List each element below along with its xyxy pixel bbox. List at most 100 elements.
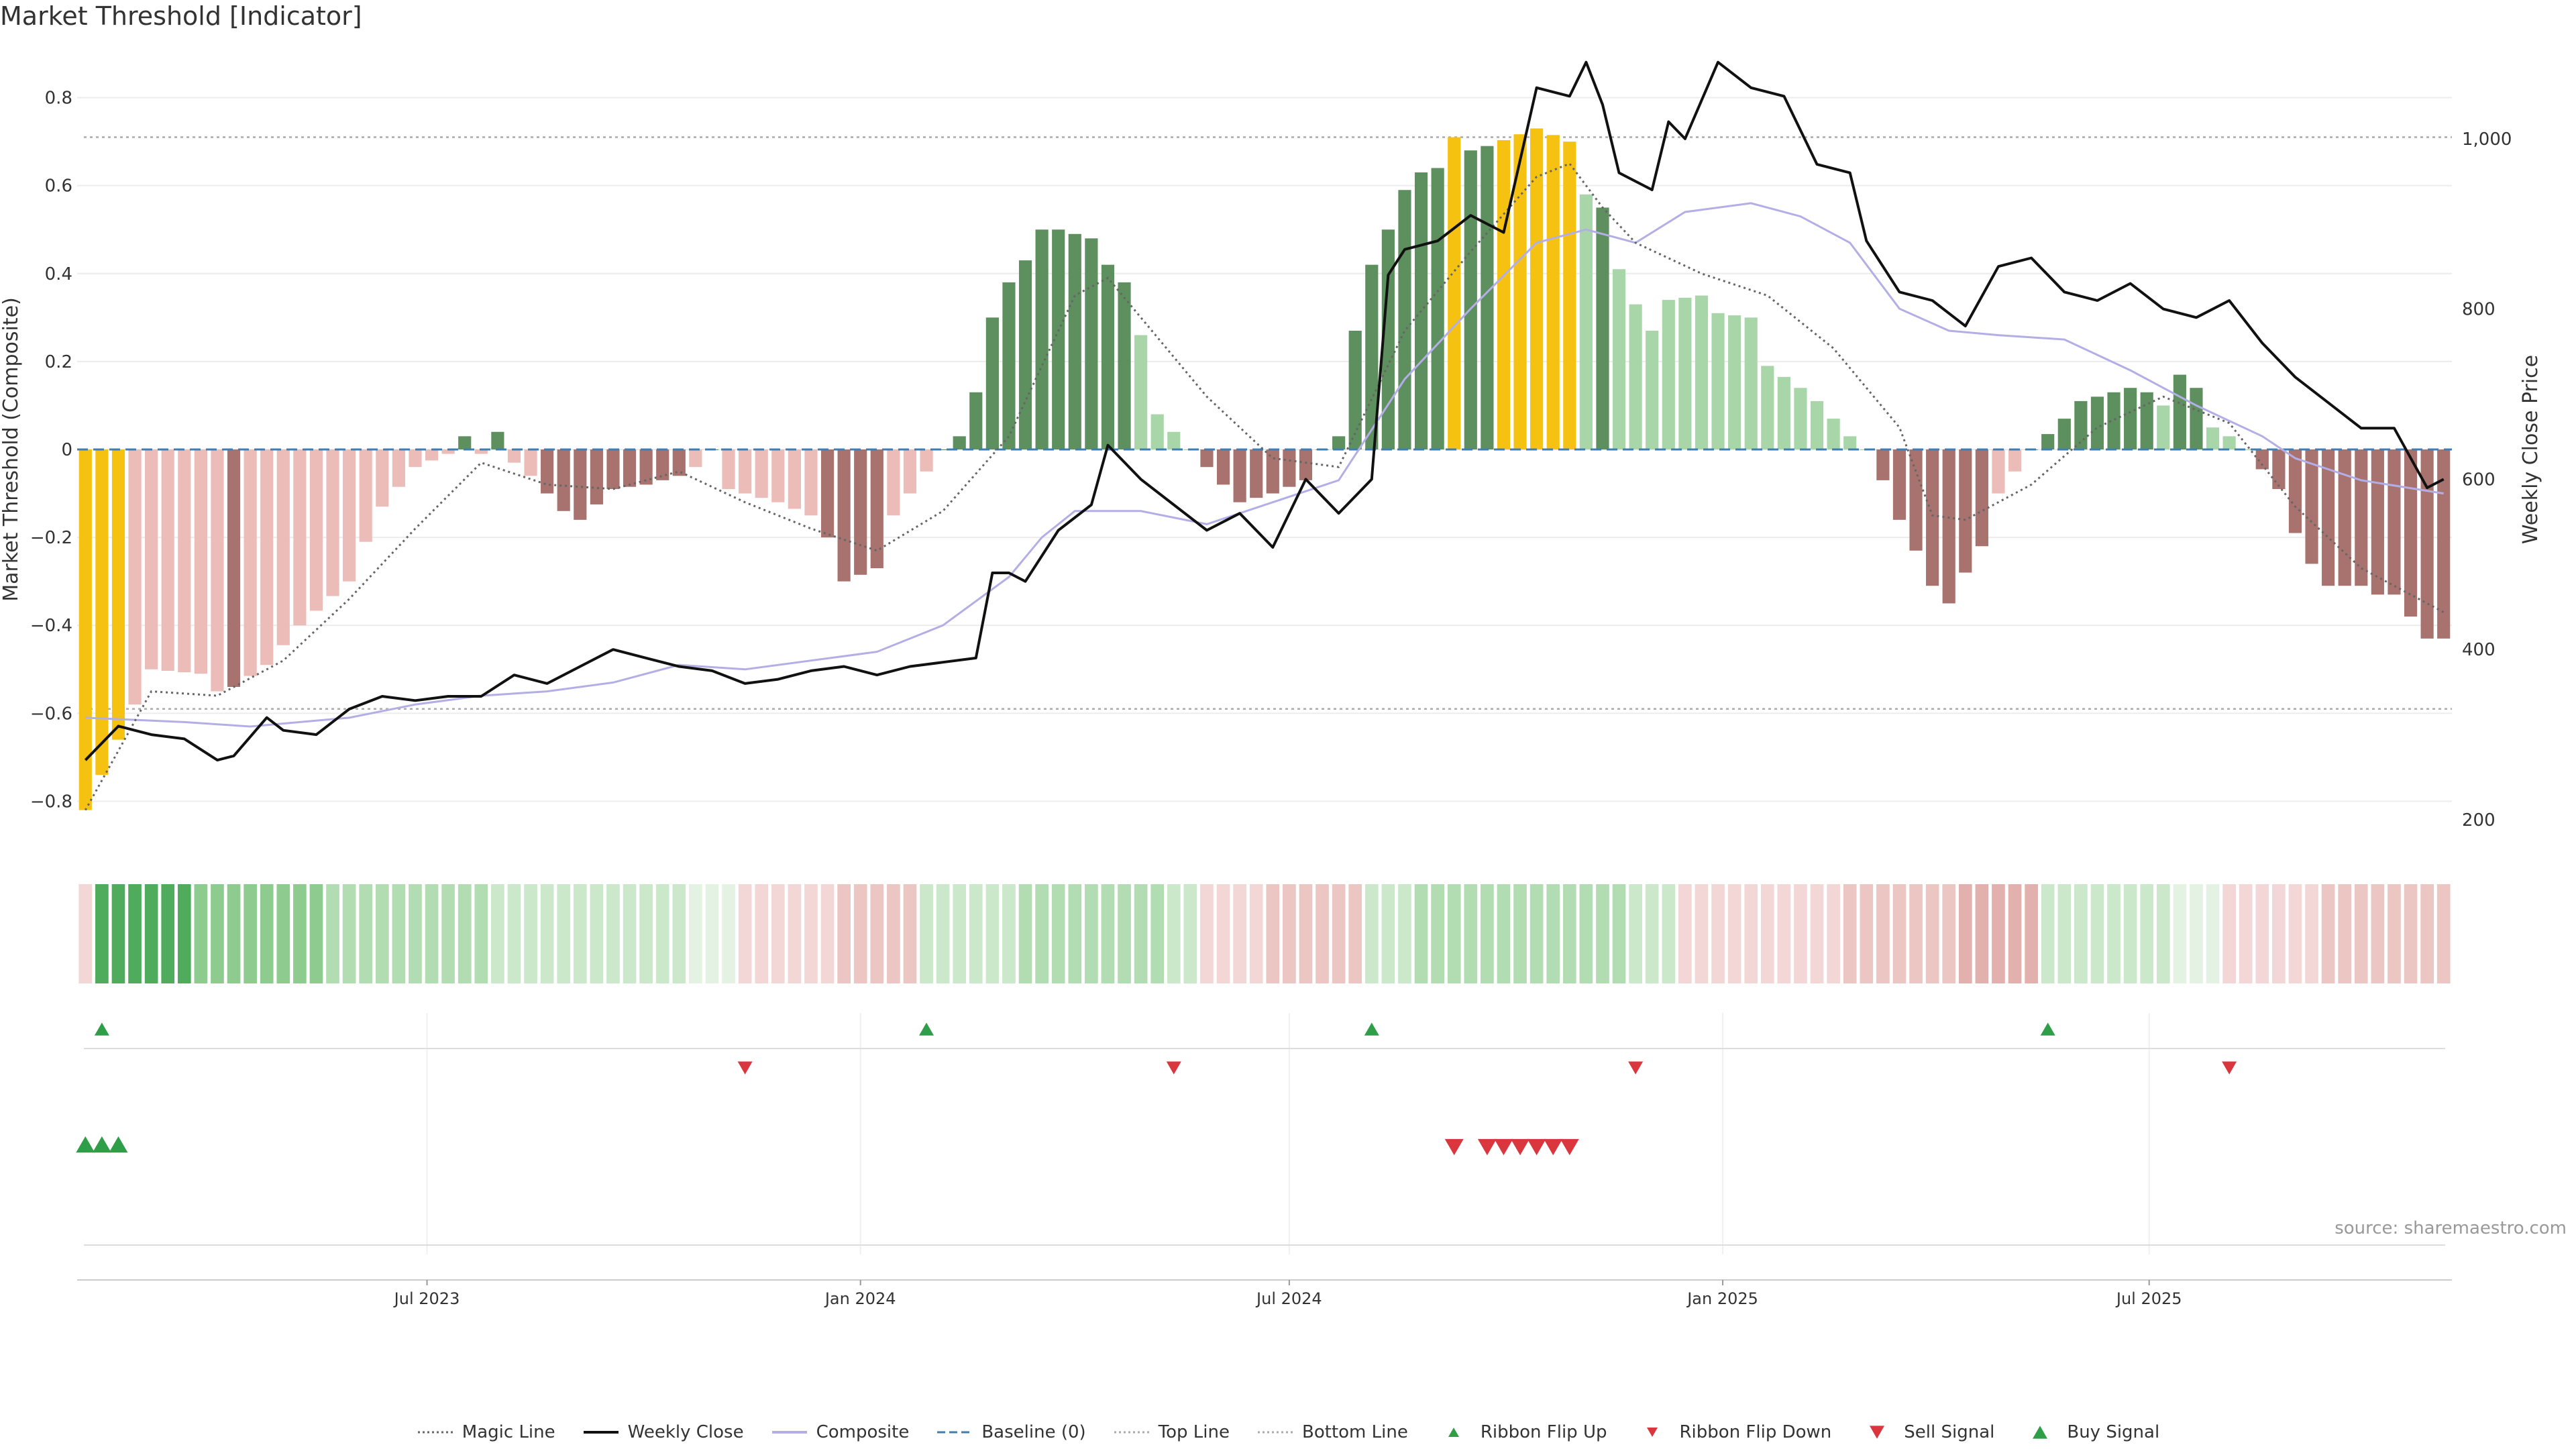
threshold-bar xyxy=(1283,449,1296,487)
legend-swatch xyxy=(1114,1431,1149,1434)
threshold-bar xyxy=(1101,264,1115,449)
ribbon-cell xyxy=(1002,884,1016,983)
ribbon-cell xyxy=(590,884,604,983)
threshold-bar xyxy=(1002,282,1016,449)
ribbon-cell xyxy=(1860,884,1874,983)
ribbon-cell xyxy=(2057,884,2072,983)
ribbon-cell xyxy=(1827,884,1840,983)
threshold-bar xyxy=(820,449,835,538)
threshold-bar xyxy=(2305,449,2318,564)
y-left-tick-label: 0 xyxy=(61,440,72,460)
threshold-bar xyxy=(2190,388,2203,449)
ribbon-cell xyxy=(326,884,339,983)
ribbon-cell xyxy=(425,884,439,983)
threshold-bar xyxy=(2404,449,2418,617)
ribbon-cell xyxy=(2321,884,2335,983)
legend-item: Baseline (0) xyxy=(936,1422,1086,1442)
threshold-bar xyxy=(2355,449,2368,586)
threshold-bar xyxy=(903,449,917,494)
ribbon-cell xyxy=(211,884,224,983)
ribbon-cell xyxy=(623,884,637,983)
legend-item: Bottom Line xyxy=(1256,1422,1408,1442)
threshold-bar xyxy=(276,449,290,645)
ribbon-cell xyxy=(409,884,422,983)
legend-item: Sell Signal xyxy=(1858,1422,1994,1442)
threshold-bar xyxy=(2124,388,2137,449)
ribbon-cell xyxy=(144,884,158,983)
ribbon-cell xyxy=(227,884,241,983)
y-left-axis-title: Market Threshold (Composite) xyxy=(0,297,23,602)
threshold-bar xyxy=(1695,295,1709,449)
y-left-tick-label: 0.4 xyxy=(45,264,72,284)
ribbon-cell xyxy=(491,884,504,983)
threshold-bar xyxy=(409,449,422,468)
ribbon-cell xyxy=(2008,884,2022,983)
threshold-bar xyxy=(2008,449,2022,472)
threshold-bar xyxy=(639,449,653,485)
threshold-bar xyxy=(1992,449,2005,494)
threshold-bar xyxy=(491,431,504,449)
ribbon-flip-up-marker xyxy=(1364,1022,1379,1036)
ribbon-flip-up-marker xyxy=(919,1022,934,1036)
threshold-bar xyxy=(1381,229,1395,449)
threshold-bar xyxy=(326,449,339,596)
ribbon-cell xyxy=(1316,884,1329,983)
threshold-bar xyxy=(2173,374,2186,449)
ribbon-cell xyxy=(1546,884,1560,983)
ribbon-flip-down-marker xyxy=(1628,1061,1644,1075)
ribbon-cell xyxy=(2255,884,2269,983)
threshold-bar xyxy=(260,449,274,665)
ribbon-cell xyxy=(2140,884,2154,983)
sell-signal-marker xyxy=(1477,1138,1497,1156)
ribbon-cell xyxy=(1035,884,1049,983)
legend-label: Baseline (0) xyxy=(981,1422,1086,1442)
threshold-bar xyxy=(1233,449,1246,502)
ribbon-cell xyxy=(689,884,702,983)
threshold-bar xyxy=(1892,449,1907,520)
ribbon-cell xyxy=(953,884,967,983)
threshold-bar xyxy=(672,449,686,476)
threshold-bar xyxy=(1332,436,1346,449)
ribbon-cell xyxy=(705,884,719,983)
sell-signal-marker xyxy=(1444,1138,1464,1156)
ribbon-cell xyxy=(1992,884,2005,983)
threshold-bar xyxy=(722,449,735,489)
ribbon-cell xyxy=(606,884,620,983)
threshold-bar xyxy=(1464,150,1477,449)
threshold-bar xyxy=(755,449,768,498)
ribbon-cell xyxy=(870,884,884,983)
ribbon-cell xyxy=(557,884,571,983)
threshold-bar xyxy=(2222,436,2236,449)
threshold-bar xyxy=(2041,434,2055,449)
legend-swatch xyxy=(937,1431,973,1434)
threshold-bar xyxy=(2437,449,2451,639)
ribbon-cell xyxy=(375,884,389,983)
magic-line xyxy=(84,162,2445,811)
ribbon-cell xyxy=(1299,884,1313,983)
ribbon-cell xyxy=(573,884,587,983)
ribbon-cell xyxy=(161,884,175,983)
threshold-bar xyxy=(244,449,257,676)
ribbon-cell xyxy=(2173,884,2187,983)
y-right-tick-label: 600 xyxy=(2462,470,2496,490)
y-right-tick-label: 800 xyxy=(2462,300,2496,320)
threshold-bar xyxy=(953,436,966,449)
buy-signal-marker xyxy=(92,1136,111,1153)
y-left-tick-label: 0.6 xyxy=(45,176,72,197)
threshold-bar xyxy=(194,449,207,674)
threshold-bar xyxy=(2206,427,2220,449)
ribbon-cell xyxy=(1464,884,1478,983)
ribbon-cell xyxy=(804,884,818,983)
ribbon-cell xyxy=(1332,884,1346,983)
threshold-bar xyxy=(1975,449,1988,547)
threshold-bar xyxy=(1926,449,1939,586)
ribbon-cell xyxy=(755,884,769,983)
threshold-bar xyxy=(2387,449,2401,595)
threshold-bar xyxy=(1843,436,1857,449)
legend-item: Composite xyxy=(771,1422,909,1442)
threshold-bar xyxy=(606,449,620,489)
ribbon-cell xyxy=(672,884,686,983)
ribbon-cell xyxy=(1183,884,1197,983)
ribbon-cell xyxy=(342,884,356,983)
threshold-bar xyxy=(161,449,174,671)
